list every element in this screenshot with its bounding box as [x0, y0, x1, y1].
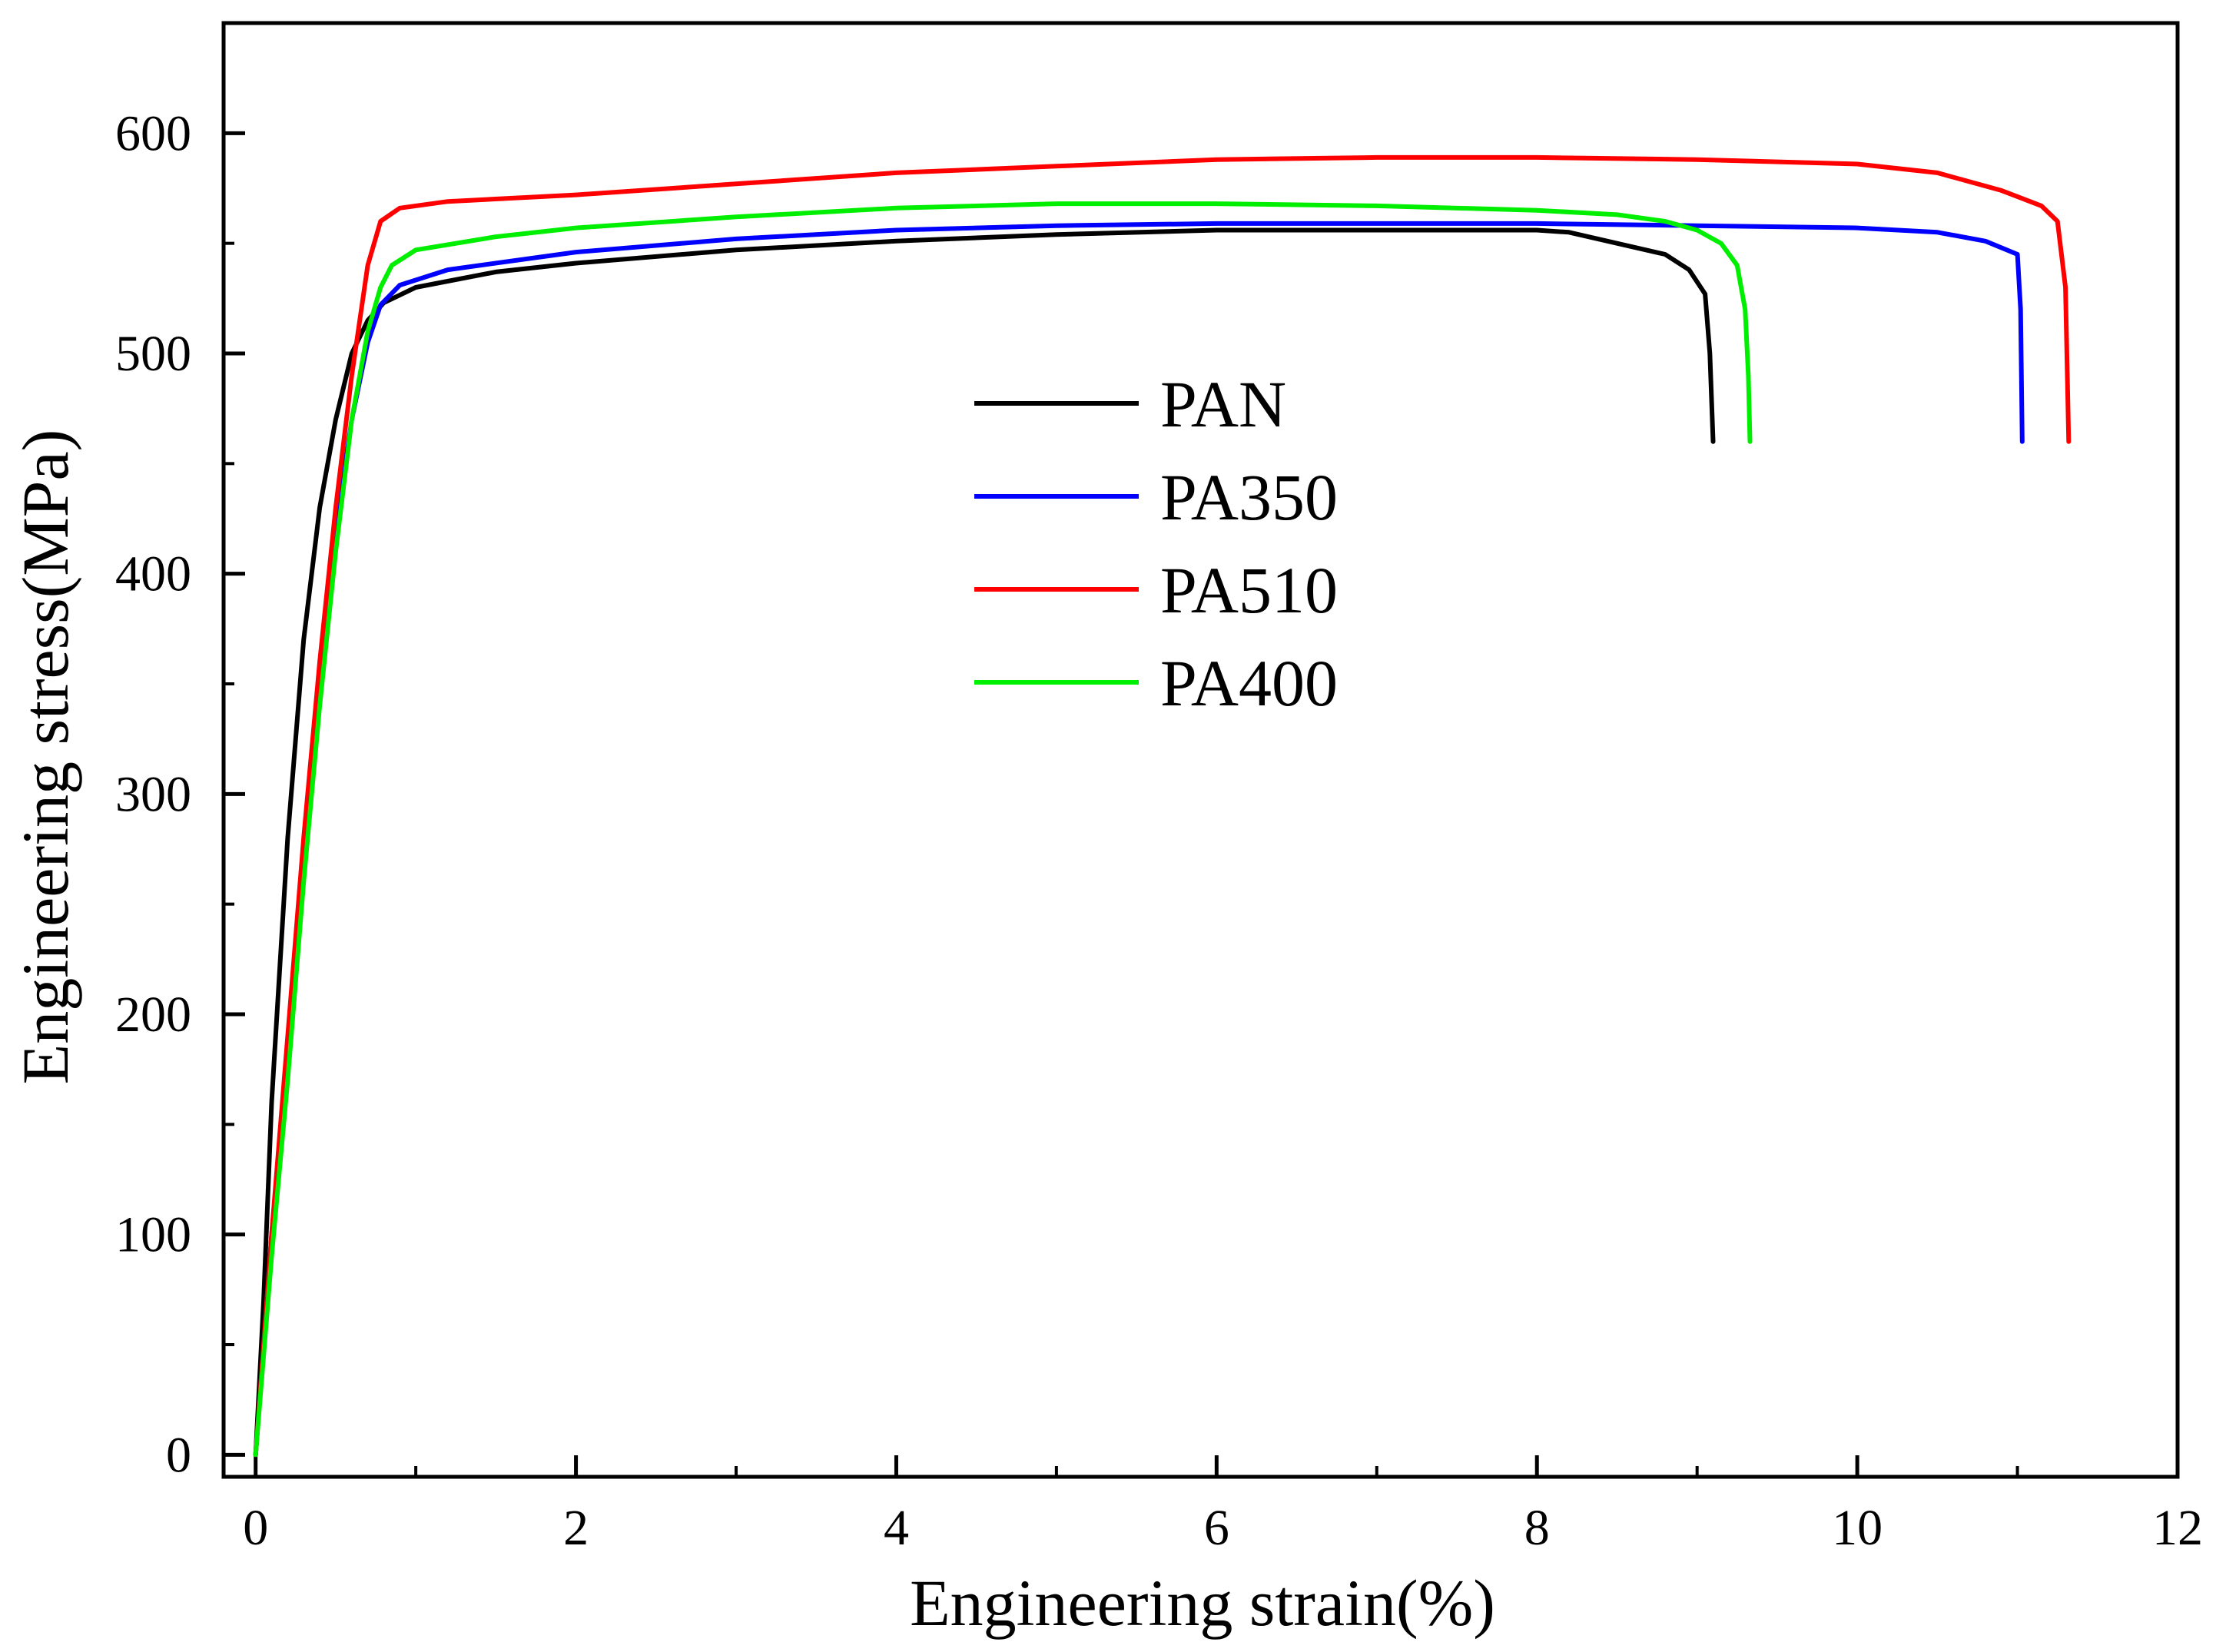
x-tick-label: 8 — [1524, 1500, 1550, 1556]
legend-label-pa400: PA400 — [1160, 646, 1338, 720]
y-tick-label: 0 — [166, 1427, 191, 1483]
x-tick-label: 0 — [243, 1500, 268, 1556]
x-axis-ticks: 0 2 4 6 8 10 12 — [243, 1455, 2203, 1556]
x-tick-label: 10 — [1832, 1500, 1883, 1556]
legend-label-pa350: PA350 — [1160, 460, 1338, 534]
y-axis-title: Engineering stress(MPa) — [8, 430, 82, 1085]
y-axis-ticks: 0 100 200 300 400 500 600 — [115, 105, 245, 1483]
x-tick-label: 6 — [1204, 1500, 1229, 1556]
series-line-pan — [253, 227, 1716, 1458]
legend-label-pan: PAN — [1160, 367, 1286, 441]
legend-label-pa510: PA510 — [1160, 553, 1338, 627]
x-tick-label: 2 — [563, 1500, 589, 1556]
series-line-pa400 — [253, 201, 1753, 1458]
y-tick-label: 400 — [115, 546, 191, 602]
y-tick-label: 600 — [115, 105, 191, 161]
series-lines — [253, 154, 2072, 1458]
legend: PAN PA350 PA510 PA400 — [974, 367, 1338, 720]
x-tick-label: 12 — [2152, 1500, 2203, 1556]
y-tick-label: 200 — [115, 987, 191, 1043]
x-axis-title: Engineering strain(%) — [910, 1566, 1495, 1640]
y-tick-label: 100 — [115, 1207, 191, 1263]
x-tick-label: 4 — [884, 1500, 909, 1556]
series-line-pa510 — [253, 154, 2072, 1458]
y-tick-label: 300 — [115, 766, 191, 822]
plot-area-frame — [221, 21, 2180, 1479]
y-tick-label: 500 — [115, 326, 191, 382]
